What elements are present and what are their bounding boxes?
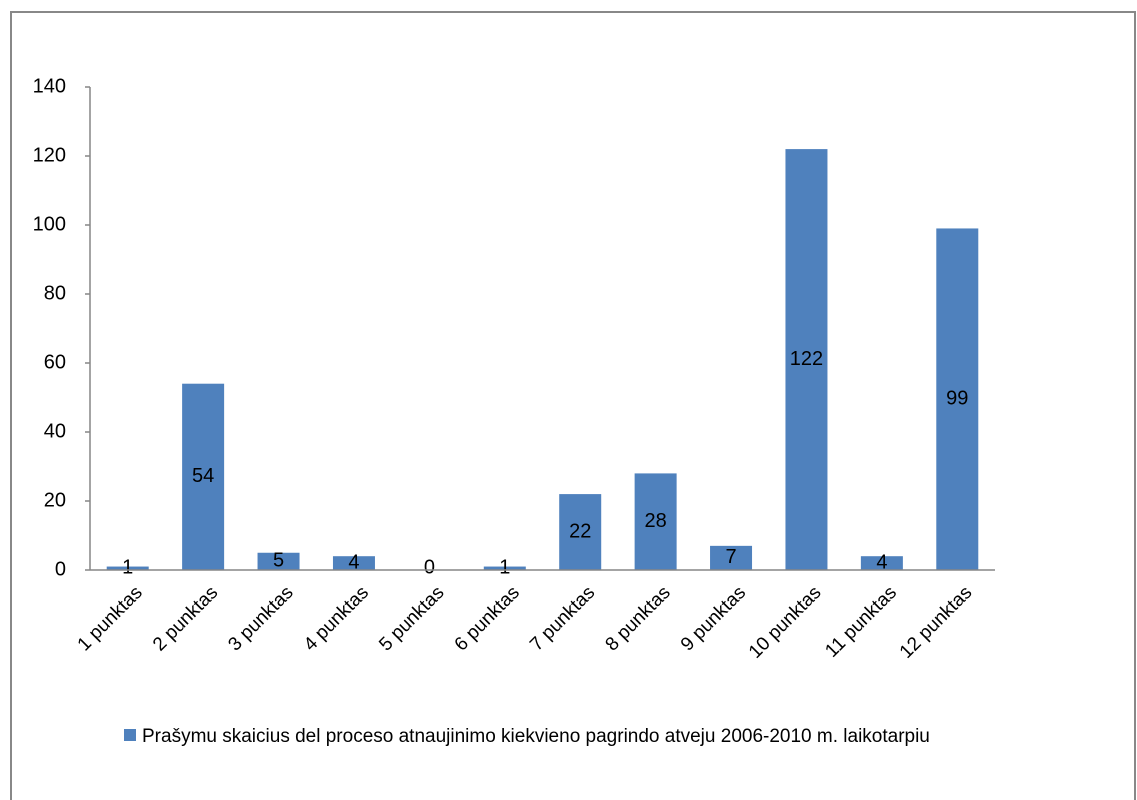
x-tick-label: 8 punktas [602, 582, 675, 655]
x-tick-label: 9 punktas [677, 582, 750, 655]
bar [332, 556, 375, 570]
y-tick-label: 20 [44, 489, 66, 511]
bar [182, 383, 225, 570]
x-tick-label: 2 punktas [149, 582, 222, 655]
y-tick-label: 140 [33, 75, 66, 97]
bar [710, 545, 753, 570]
x-tick-label: 12 punktas [896, 582, 977, 663]
bar [936, 228, 979, 570]
data-label: 0 [424, 556, 435, 578]
legend-swatch [124, 729, 136, 741]
x-tick-label: 4 punktas [300, 582, 373, 655]
data-label: 54 [192, 465, 214, 487]
x-tick-label: 1 punktas [74, 582, 147, 655]
y-tick-label: 80 [44, 282, 66, 304]
legend-label: Prašymu skaicius del proceso atnaujinimo… [142, 726, 930, 747]
data-label: 99 [946, 388, 968, 410]
bar [483, 566, 526, 570]
data-label: 4 [348, 551, 359, 573]
x-tick-label: 6 punktas [451, 582, 524, 655]
y-tick-label: 60 [44, 351, 66, 373]
data-label: 122 [790, 348, 823, 370]
bar [559, 494, 602, 570]
data-label: 5 [273, 550, 284, 572]
x-tick-label: 5 punktas [375, 582, 448, 655]
x-tick-label: 7 punktas [526, 582, 599, 655]
data-label: 1 [499, 556, 510, 578]
data-label: 28 [645, 510, 667, 532]
bar [106, 566, 149, 570]
data-label: 22 [569, 520, 591, 542]
data-label: 4 [876, 551, 887, 573]
bar [634, 473, 677, 570]
y-tick-label: 0 [55, 558, 66, 580]
data-label: 7 [725, 546, 736, 568]
y-tick-label: 40 [44, 420, 66, 442]
y-tick-label: 100 [33, 213, 66, 235]
y-tick-label: 120 [33, 144, 66, 166]
legend: Prašymu skaicius del proceso atnaujinimo… [124, 722, 1024, 752]
data-label: 1 [122, 556, 133, 578]
bar [257, 552, 300, 570]
x-tick-label: 10 punktas [745, 582, 826, 663]
x-tick-label: 11 punktas [821, 582, 901, 662]
chart-border [10, 11, 1136, 800]
bar [860, 556, 903, 570]
x-tick-label: 3 punktas [225, 582, 298, 655]
bar [785, 149, 828, 570]
